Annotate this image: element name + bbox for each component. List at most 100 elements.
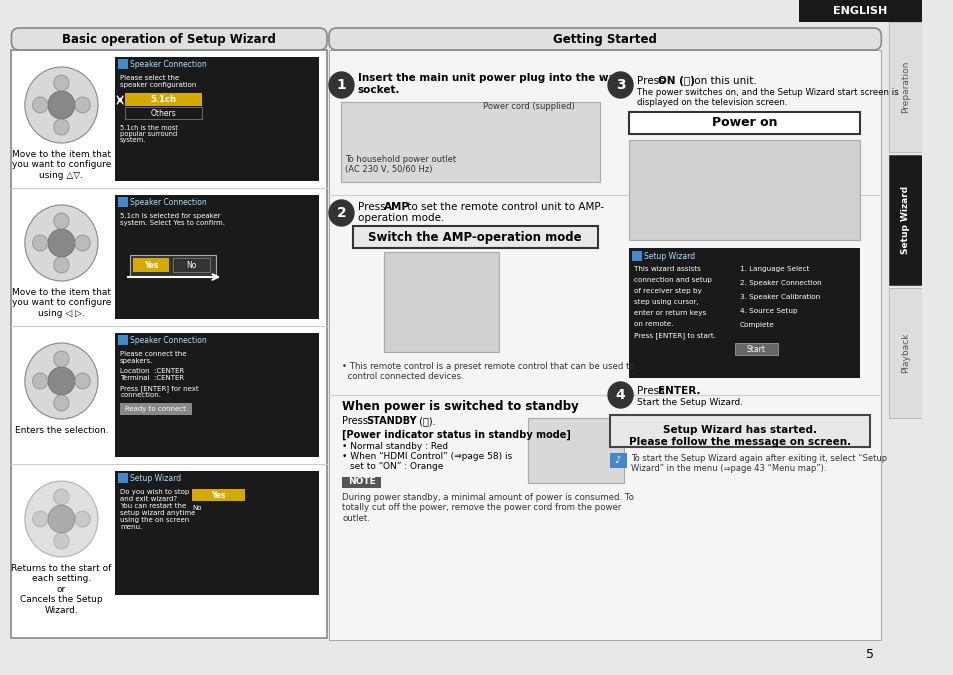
Bar (888, 22, 921, 152)
Text: Setup Wizard: Setup Wizard (643, 252, 694, 261)
Circle shape (329, 200, 354, 226)
Bar (125, 107, 202, 119)
Bar (609, 415, 869, 447)
Text: Insert the main unit power plug into the wall
socket.: Insert the main unit power plug into the… (357, 73, 622, 95)
Circle shape (32, 97, 48, 113)
Text: Press [ENTER] for next: Press [ENTER] for next (120, 385, 198, 391)
Bar (118, 335, 128, 345)
Bar (125, 93, 202, 106)
Text: enter or return keys: enter or return keys (634, 310, 705, 316)
Text: 4: 4 (615, 388, 625, 402)
Text: speakers.: speakers. (120, 358, 153, 364)
Bar (132, 258, 169, 272)
Circle shape (53, 257, 69, 273)
Text: set to “ON” : Orange: set to “ON” : Orange (350, 462, 443, 471)
Text: • When “HDMI Control” (⇒page 58) is: • When “HDMI Control” (⇒page 58) is (342, 452, 512, 461)
Text: and exit wizard?: and exit wizard? (120, 496, 177, 502)
Text: Others: Others (151, 109, 176, 119)
Circle shape (607, 72, 633, 98)
Bar (115, 471, 319, 595)
Text: Press: Press (357, 202, 388, 212)
Bar (11, 50, 327, 638)
Text: 1. Language Select: 1. Language Select (740, 266, 808, 272)
Text: ENGLISH: ENGLISH (832, 6, 886, 16)
Text: Getting Started: Getting Started (553, 32, 657, 45)
Circle shape (53, 119, 69, 135)
Text: connection and setup: connection and setup (634, 277, 711, 283)
Text: Please select the: Please select the (120, 75, 179, 81)
Text: STANDBY: STANDBY (366, 416, 416, 426)
Circle shape (32, 235, 48, 251)
Text: The power switches on, and the Setup Wizard start screen is
displayed on the tel: The power switches on, and the Setup Wiz… (637, 88, 898, 107)
Circle shape (32, 373, 48, 389)
Bar (632, 251, 641, 261)
Bar (115, 195, 319, 319)
Text: 3. Speaker Calibration: 3. Speaker Calibration (740, 294, 820, 300)
Bar (629, 248, 860, 378)
Text: To household power outlet
(AC 230 V, 50/60 Hz): To household power outlet (AC 230 V, 50/… (345, 155, 456, 174)
Text: Speaker Connection: Speaker Connection (130, 60, 206, 69)
Circle shape (75, 235, 91, 251)
Text: step using cursor,: step using cursor, (634, 299, 698, 305)
Circle shape (53, 351, 69, 367)
Circle shape (53, 75, 69, 91)
Circle shape (53, 395, 69, 411)
Text: menu.: menu. (120, 524, 142, 530)
Bar (118, 59, 128, 69)
Bar (115, 333, 319, 457)
Text: system.: system. (120, 137, 146, 143)
Circle shape (53, 213, 69, 229)
Text: 5.1ch is selected for speaker: 5.1ch is selected for speaker (120, 213, 220, 219)
Bar (118, 473, 128, 483)
Text: to set the remote control unit to AMP-: to set the remote control unit to AMP- (404, 202, 603, 212)
Text: 5.1ch is the most: 5.1ch is the most (120, 125, 178, 131)
Text: Press: Press (637, 386, 667, 396)
Text: Do you wish to stop: Do you wish to stop (120, 489, 190, 495)
Text: connection.: connection. (120, 392, 161, 398)
FancyBboxPatch shape (11, 28, 327, 50)
Bar (120, 403, 193, 415)
Circle shape (329, 72, 354, 98)
Text: on remote.: on remote. (634, 321, 673, 327)
Bar (118, 197, 128, 207)
Bar (172, 258, 210, 272)
Text: [Power indicator status in standby mode]: [Power indicator status in standby mode] (342, 430, 571, 440)
Text: Move to the item that
you want to configure
using ◁ ▷.: Move to the item that you want to config… (11, 288, 111, 318)
Circle shape (75, 373, 91, 389)
Text: Press: Press (342, 416, 371, 426)
Text: Move to the item that
you want to configure
using △▽.: Move to the item that you want to config… (11, 150, 111, 180)
Text: No: No (193, 505, 202, 511)
Text: system. Select Yes to confirm.: system. Select Yes to confirm. (120, 220, 225, 226)
Text: Yes: Yes (144, 261, 158, 269)
Text: Power on: Power on (711, 117, 777, 130)
Text: • Normal standby : Red: • Normal standby : Red (342, 442, 448, 451)
Bar (528, 418, 624, 483)
Text: 5.1ch: 5.1ch (151, 95, 176, 105)
Circle shape (25, 481, 98, 557)
Bar (629, 112, 860, 134)
Text: Setup Wizard: Setup Wizard (130, 474, 181, 483)
Text: Speaker Connection: Speaker Connection (130, 336, 206, 345)
Text: operation mode.: operation mode. (357, 213, 444, 223)
Text: ♪: ♪ (614, 455, 620, 465)
Text: Press: Press (637, 76, 667, 86)
FancyBboxPatch shape (329, 28, 881, 50)
Text: Please connect the: Please connect the (120, 351, 187, 357)
Text: 4. Source Setup: 4. Source Setup (740, 308, 797, 314)
Circle shape (48, 229, 75, 257)
Text: This wizard assists: This wizard assists (634, 266, 700, 272)
Text: ON (⏽): ON (⏽) (658, 76, 694, 86)
Circle shape (75, 511, 91, 527)
Text: 3: 3 (615, 78, 625, 92)
Text: • This remote control is a preset remote control that can be used to
  control c: • This remote control is a preset remote… (342, 362, 635, 381)
Text: NOTE: NOTE (348, 477, 375, 487)
Bar (340, 102, 599, 182)
Text: of receiver step by: of receiver step by (634, 288, 701, 294)
Text: When power is switched to standby: When power is switched to standby (342, 400, 578, 413)
Circle shape (53, 533, 69, 549)
Text: Yes: Yes (211, 491, 225, 500)
Bar (130, 255, 216, 277)
Text: During power standby, a minimal amount of power is consumed. To
totally cut off : During power standby, a minimal amount o… (342, 493, 634, 523)
Text: (⏻).: (⏻). (416, 416, 435, 426)
Text: 2: 2 (336, 206, 346, 220)
